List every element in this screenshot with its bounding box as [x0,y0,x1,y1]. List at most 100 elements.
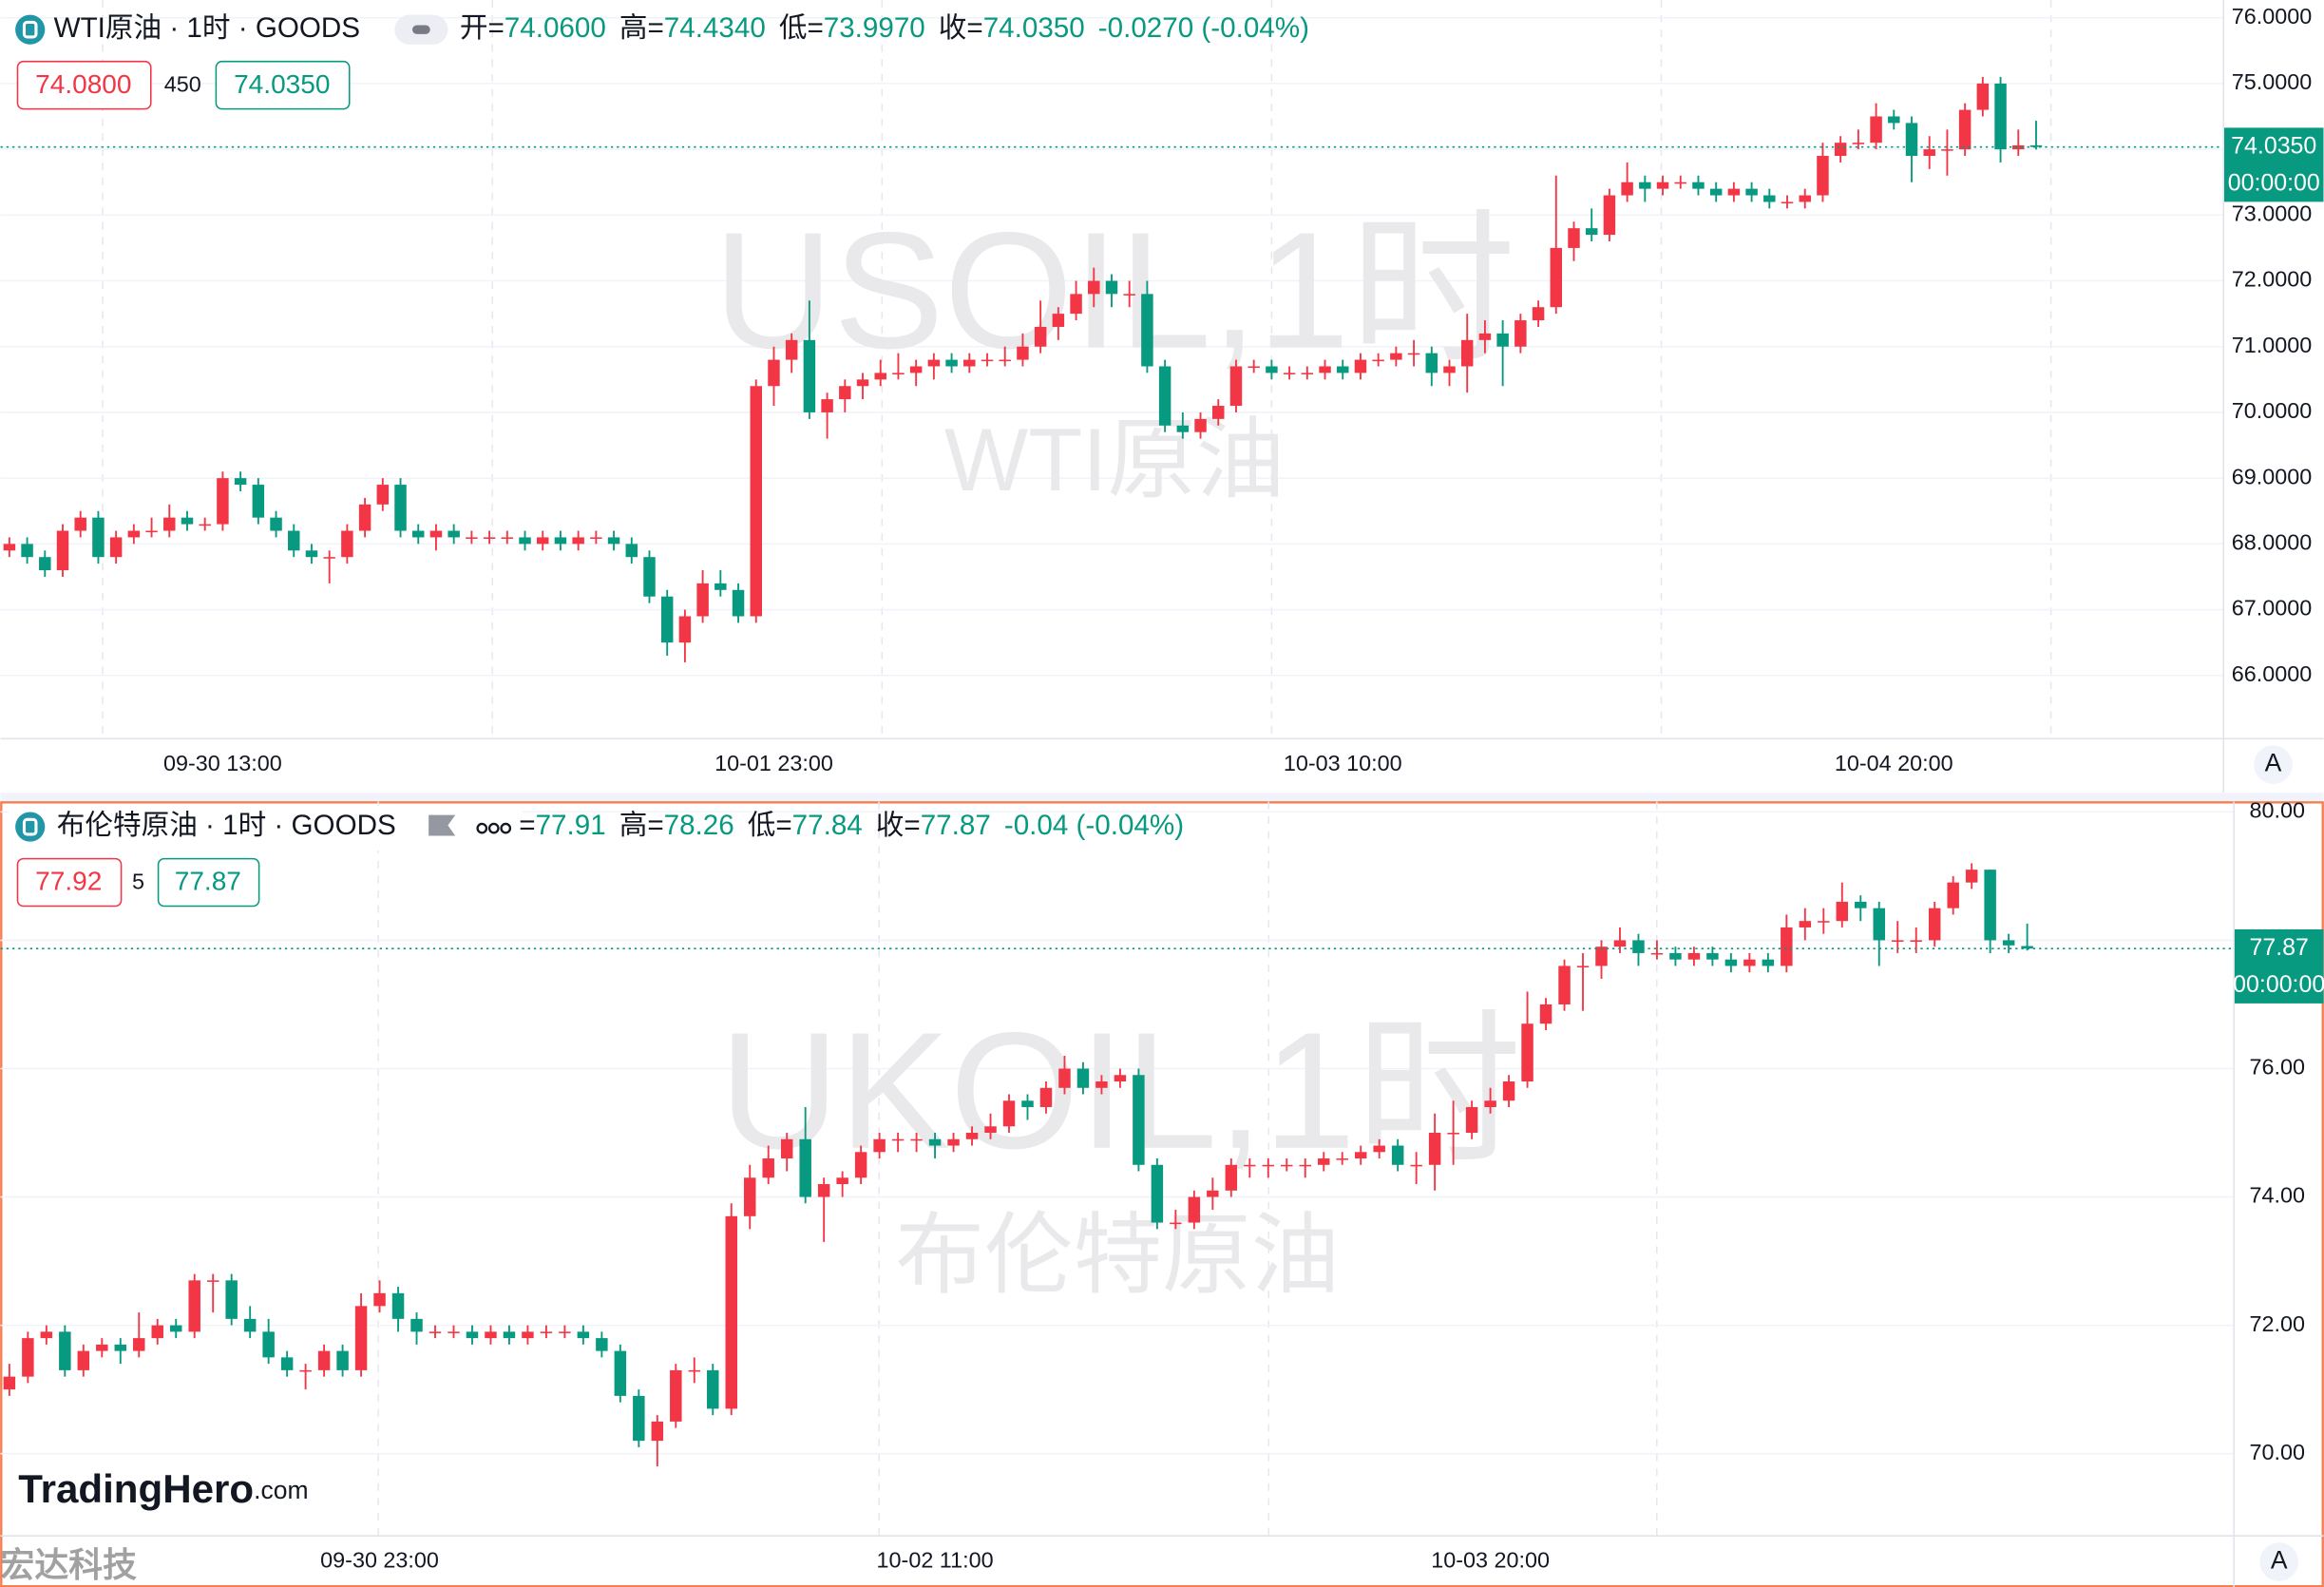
ask-box[interactable] [157,857,260,908]
candle-body [1052,314,1065,327]
candle-body [299,1369,312,1372]
ask-price[interactable]: 77.87 [175,867,241,896]
candle-body [1855,901,1867,908]
spread: 450 [164,72,201,97]
bid-price[interactable]: 77.92 [35,867,102,896]
candle-body [1336,366,1349,373]
candle-body [854,1152,867,1178]
candle-body [1034,326,1047,347]
candle-body [1674,182,1686,184]
candle-body [1781,927,1793,966]
candle-body [909,366,923,373]
candle-body [1002,1100,1016,1127]
candle-body [1941,149,1953,151]
x-tick-label: 10-01 23:00 [714,751,833,775]
y-tick-label: 68.0000 [2232,530,2313,555]
symbol-icon [15,14,46,45]
candle-body [1585,228,1598,236]
top-time-axis-bg [0,0,2324,794]
candle-body [1532,307,1545,321]
bid-price[interactable]: 74.0800 [35,69,131,99]
symbol-title[interactable]: 布伦特原油 · 1时 · GOODS [57,810,396,841]
candle-body [817,1184,830,1197]
candle-body [410,1318,423,1332]
candle-body [1207,1190,1219,1197]
watermarks: USOIL,1时 WTI原油 UKOIL,1时 布伦特原油 [714,199,1522,1305]
candle-body [1692,182,1705,189]
ohlc-key: 低= [779,12,824,44]
candle-body [892,373,905,374]
candle-body [1905,123,1918,157]
candle-body [1410,1164,1422,1167]
bid-box[interactable] [16,60,152,110]
candle-body [1372,359,1384,362]
candle-body [714,583,727,590]
candle-body [1928,908,1941,941]
candle-body [21,544,33,558]
candle-body [1095,1080,1108,1088]
candle-body [96,1344,108,1351]
candle-body [873,1138,886,1153]
x-tick-label: 09-30 13:00 [163,751,282,775]
axis-mode-label[interactable]: A [2265,749,2282,777]
axis-mode-label[interactable]: A [2271,1545,2288,1574]
candle-body [1017,346,1029,360]
y-tick-label: 75.0000 [2232,69,2313,94]
mark-layer [3,76,2043,1467]
ohlc-key: 高= [619,810,664,841]
bottom-legend[interactable]: 布伦特原油 · 1时 · GOODS 77.92 5 77.87 [9,806,523,908]
candle-body [1639,182,1651,189]
bid-box[interactable] [16,857,123,908]
top-legend[interactable]: WTI原油 · 1时 · GOODS 74.0800 450 74.0350 [15,12,448,110]
spread: 5 [132,870,144,894]
candle-body [874,373,886,380]
symbol-title[interactable]: WTI原油 · 1时 · GOODS [54,12,360,44]
candle-body [483,537,496,539]
candle-body [1428,1133,1441,1165]
ask-price[interactable]: 74.0350 [234,69,330,99]
candle-body [1976,83,1990,110]
candle-body [688,1369,701,1372]
ohlc-value: 78.26 [664,810,734,841]
candle-body [341,530,353,558]
candle-body [590,537,602,539]
candle-body [572,537,584,545]
flag-icon[interactable] [429,814,456,836]
y-tick-label: 71.0000 [2232,333,2313,357]
candle-body [1550,247,1563,308]
axis-mode-button[interactable] [2254,745,2293,784]
price-tag-label: 77.87 [2250,934,2309,961]
watermark-name: WTI原油 [944,410,1286,509]
candle-body [280,1357,294,1370]
candle-body [928,1138,942,1146]
ohlc-value: 74.4340 [664,12,766,44]
candle-body [1478,333,1492,340]
candle-body [3,1376,16,1390]
candle-body [651,1421,664,1442]
brand-suffix: .com [254,1476,308,1504]
more-icon[interactable] [476,822,512,834]
candle-body [1317,1158,1330,1165]
axis-mode-button[interactable] [2259,1542,2298,1581]
candle-body [965,1133,979,1139]
candle-body [1039,1087,1053,1108]
ohlc-legend: 开=74.0600 高=74.4340 低=73.9970 收=74.0350 -0.0… [460,12,1309,44]
candle-body [963,359,976,367]
candle-body [856,379,869,387]
candle-body [429,530,443,538]
y-tick-label: 70.00 [2250,1440,2306,1464]
candle-body [559,1331,571,1333]
ask-box[interactable] [215,60,351,110]
candle-body [1021,1100,1034,1108]
candle-body [2029,144,2043,147]
candle-body [2021,946,2033,949]
ohlc-value: 77.84 [792,810,863,841]
x-tick-label: 10-03 20:00 [1431,1548,1550,1573]
candle-body [945,359,958,367]
candle-body [1558,966,1571,1004]
ohlc-value: 74.0350 [983,12,1085,44]
legend-bg [9,806,523,851]
candle-body [466,537,478,539]
ohlc-value: 77.87 [921,810,991,841]
candle-body [133,1338,145,1351]
